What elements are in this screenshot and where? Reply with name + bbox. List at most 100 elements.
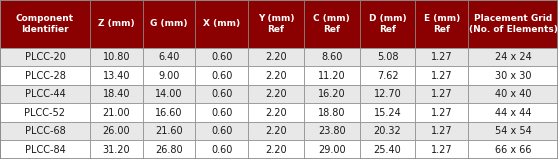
Text: PLCC-84: PLCC-84 [25, 145, 65, 155]
Bar [143, 122, 195, 140]
Text: 9.00: 9.00 [158, 71, 180, 80]
Bar [468, 0, 558, 48]
Text: 2.20: 2.20 [265, 52, 287, 62]
Bar [304, 122, 359, 140]
Bar [0, 103, 90, 122]
Bar [0, 85, 90, 103]
Bar [195, 85, 248, 103]
Text: 11.20: 11.20 [318, 71, 345, 80]
Bar [143, 66, 195, 85]
Bar [304, 48, 359, 66]
Text: 0.60: 0.60 [211, 145, 232, 155]
Text: 26.80: 26.80 [155, 145, 183, 155]
Bar [415, 48, 468, 66]
Text: 66 x 66: 66 x 66 [495, 145, 531, 155]
Text: 25.40: 25.40 [374, 145, 401, 155]
Text: 2.20: 2.20 [265, 89, 287, 99]
Bar [468, 66, 558, 85]
Bar [143, 0, 195, 48]
Bar [359, 66, 415, 85]
Bar [468, 140, 558, 159]
Bar [195, 66, 248, 85]
Text: PLCC-68: PLCC-68 [25, 126, 65, 136]
Bar [304, 140, 359, 159]
Bar [248, 140, 304, 159]
Text: 0.60: 0.60 [211, 126, 232, 136]
Bar [304, 103, 359, 122]
Text: 12.70: 12.70 [374, 89, 401, 99]
Text: Component
Identifier: Component Identifier [16, 14, 74, 34]
Text: Z (mm): Z (mm) [98, 19, 134, 28]
Text: 24 x 24: 24 x 24 [495, 52, 531, 62]
Text: 1.27: 1.27 [431, 145, 453, 155]
Bar [248, 103, 304, 122]
Text: G (mm): G (mm) [150, 19, 187, 28]
Bar [468, 122, 558, 140]
Text: 2.20: 2.20 [265, 71, 287, 80]
Bar [248, 122, 304, 140]
Bar [195, 140, 248, 159]
Bar [415, 85, 468, 103]
Text: 16.20: 16.20 [318, 89, 345, 99]
Text: 40 x 40: 40 x 40 [495, 89, 531, 99]
Text: 0.60: 0.60 [211, 71, 232, 80]
Bar [0, 122, 90, 140]
Text: 0.60: 0.60 [211, 89, 232, 99]
Bar [195, 0, 248, 48]
Text: 26.00: 26.00 [103, 126, 130, 136]
Bar [0, 66, 90, 85]
Text: 18.40: 18.40 [103, 89, 130, 99]
Text: PLCC-20: PLCC-20 [25, 52, 65, 62]
Bar [0, 0, 90, 48]
Text: 13.40: 13.40 [103, 71, 130, 80]
Bar [195, 103, 248, 122]
Text: 6.40: 6.40 [158, 52, 180, 62]
Text: 7.62: 7.62 [377, 71, 398, 80]
Bar [248, 48, 304, 66]
Bar [90, 66, 143, 85]
Text: 1.27: 1.27 [431, 108, 453, 118]
Text: 2.20: 2.20 [265, 126, 287, 136]
Bar [304, 85, 359, 103]
Text: 16.60: 16.60 [155, 108, 182, 118]
Bar [90, 122, 143, 140]
Text: E (mm)
Ref: E (mm) Ref [424, 14, 460, 34]
Bar [248, 85, 304, 103]
Bar [468, 85, 558, 103]
Text: 5.08: 5.08 [377, 52, 398, 62]
Bar [359, 0, 415, 48]
Bar [90, 48, 143, 66]
Text: Placement Grid
(No. of Elements): Placement Grid (No. of Elements) [469, 14, 557, 34]
Text: 15.24: 15.24 [374, 108, 401, 118]
Text: C (mm)
Ref: C (mm) Ref [314, 14, 350, 34]
Bar [143, 103, 195, 122]
Bar [359, 48, 415, 66]
Text: 29.00: 29.00 [318, 145, 345, 155]
Bar [415, 66, 468, 85]
Text: Y (mm)
Ref: Y (mm) Ref [258, 14, 294, 34]
Text: 54 x 54: 54 x 54 [495, 126, 531, 136]
Text: 44 x 44: 44 x 44 [495, 108, 531, 118]
Bar [304, 66, 359, 85]
Text: PLCC-44: PLCC-44 [25, 89, 65, 99]
Bar [0, 140, 90, 159]
Text: 2.20: 2.20 [265, 145, 287, 155]
Bar [195, 48, 248, 66]
Bar [468, 103, 558, 122]
Bar [415, 140, 468, 159]
Text: 30 x 30: 30 x 30 [495, 71, 531, 80]
Text: 2.20: 2.20 [265, 108, 287, 118]
Bar [415, 122, 468, 140]
Text: 1.27: 1.27 [431, 126, 453, 136]
Text: 23.80: 23.80 [318, 126, 345, 136]
Bar [90, 140, 143, 159]
Bar [415, 103, 468, 122]
Text: PLCC-28: PLCC-28 [25, 71, 65, 80]
Text: 0.60: 0.60 [211, 52, 232, 62]
Text: 0.60: 0.60 [211, 108, 232, 118]
Text: 31.20: 31.20 [103, 145, 130, 155]
Text: 10.80: 10.80 [103, 52, 130, 62]
Bar [90, 85, 143, 103]
Bar [143, 85, 195, 103]
Bar [248, 0, 304, 48]
